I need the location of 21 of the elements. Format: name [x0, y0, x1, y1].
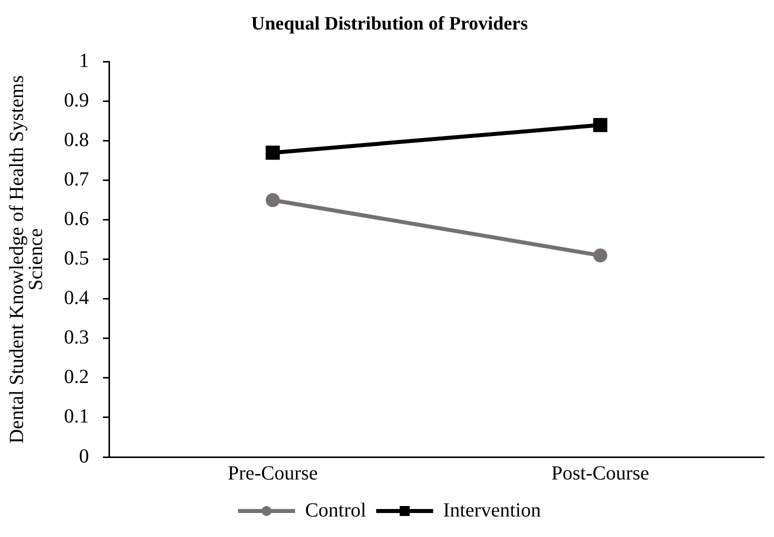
y-tick-label: 1 [79, 50, 89, 72]
chart-title: Unequal Distribution of Providers [251, 13, 528, 34]
y-tick-label: 0.4 [64, 287, 89, 310]
point [266, 146, 280, 160]
point [593, 248, 608, 262]
y-tick-label: 0.1 [64, 406, 89, 428]
legend-label: Intervention [443, 499, 541, 522]
y-tick-label: 0 [79, 445, 89, 468]
y-tick-label: 0.3 [64, 326, 89, 349]
y-axis-title: Dental Student Knowledge of Health Systems Science [6, 75, 47, 444]
point [266, 193, 280, 208]
y-tick-label: 0.6 [64, 208, 89, 230]
y-tick-label: 0.9 [64, 90, 89, 112]
legend-label: Control [305, 499, 367, 522]
y-tick-label: 0.2 [64, 366, 89, 388]
x-tick-label: Post-Course [551, 462, 650, 484]
x-tick-label: Pre-Course [228, 462, 318, 484]
y-tick-label: 0.7 [64, 168, 89, 191]
y-tick-label: 0.8 [64, 129, 89, 152]
y-tick-label: 0.5 [64, 248, 89, 270]
point [593, 118, 608, 132]
